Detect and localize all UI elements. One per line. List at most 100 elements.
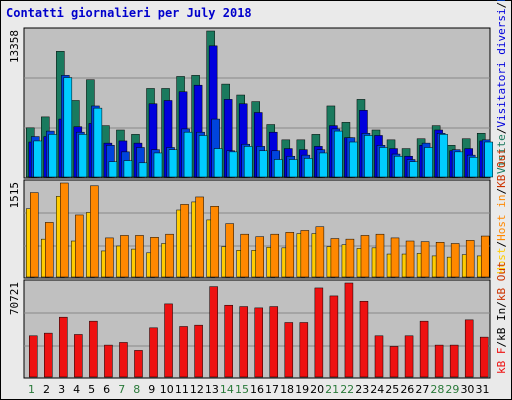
bar-kb-in-18-0 (284, 322, 294, 378)
legend-part: Visitatori diversi (495, 8, 508, 127)
bar-kb-in-8-0 (134, 350, 143, 378)
bar-kb-in-14-0 (224, 304, 233, 378)
bar-pages-files-visits-11-3 (183, 131, 193, 178)
day-label-10: 10 (160, 383, 174, 396)
bar-kb-in-16-0 (254, 307, 263, 378)
bar-kb-in-3-0 (59, 316, 68, 378)
bar-pages-files-visits-25-3 (394, 155, 403, 178)
bar-kb-out-4-1 (75, 214, 84, 278)
bar-pages-files-visits-5-3 (93, 107, 103, 178)
bar-pages-files-visits-24-3 (379, 147, 388, 178)
day-label-20: 20 (310, 383, 324, 396)
ymax-label-kb-out: 1515 (8, 182, 21, 209)
bar-kb-out-2-1 (45, 222, 54, 278)
bar-kb-in-28-0 (434, 344, 444, 378)
legend-part: Pagine (495, 0, 508, 2)
bar-kb-out-3-1 (60, 182, 69, 278)
bar-kb-out-10-1 (165, 233, 174, 278)
legend-part: / (495, 128, 508, 135)
day-label-28: 28 (430, 383, 444, 396)
legend-part: / (495, 2, 508, 9)
bar-kb-out-8-1 (135, 235, 144, 278)
bar-kb-in-23-0 (359, 300, 369, 378)
bar-kb-in-21-0 (329, 295, 339, 378)
bar-kb-out-14-1 (225, 223, 234, 278)
bar-kb-out-15-1 (240, 233, 249, 278)
bar-kb-out-1-1 (30, 192, 39, 278)
day-label-11: 11 (175, 383, 189, 396)
bar-kb-out-18-1 (285, 232, 295, 278)
legend-part: Visite (495, 134, 508, 174)
bar-kb-in-31-0 (479, 336, 489, 378)
day-label-23: 23 (355, 383, 369, 396)
bar-kb-out-11-1 (180, 204, 189, 278)
day-label-26: 26 (400, 383, 414, 396)
ymax-label-kb-in: 70721 (8, 282, 21, 315)
legend-part: kB In (495, 308, 508, 341)
day-label-15: 15 (235, 383, 249, 396)
bar-pages-files-visits-1-3 (33, 140, 43, 178)
bar-kb-in-5-0 (89, 320, 98, 378)
day-label-12: 12 (190, 383, 204, 396)
bar-pages-files-visits-2-3 (48, 134, 58, 178)
bar-pages-files-visits-23-3 (364, 135, 373, 178)
bar-kb-in-6-0 (104, 344, 113, 378)
bar-pages-files-visits-19-3 (304, 158, 313, 178)
bar-kb-out-21-1 (330, 238, 340, 278)
bar-kb-out-16-1 (255, 236, 264, 278)
bar-kb-in-22-0 (344, 282, 354, 378)
bar-pages-files-visits-26-3 (409, 161, 418, 178)
legend-part: / (495, 188, 508, 195)
bar-kb-out-25-1 (390, 237, 400, 278)
bar-kb-out-30-1 (465, 240, 475, 278)
day-label-27: 27 (415, 383, 429, 396)
day-label-30: 30 (460, 383, 474, 396)
day-label-16: 16 (250, 383, 264, 396)
bar-kb-out-22-1 (345, 238, 355, 278)
day-label-1: 1 (28, 383, 35, 396)
bar-pages-files-visits-15-3 (243, 146, 253, 178)
bar-kb-in-30-0 (464, 319, 474, 378)
legend-part: kB Out (495, 261, 508, 301)
day-label-17: 17 (265, 383, 279, 396)
bar-pages-files-visits-17-3 (274, 159, 283, 178)
bar-kb-in-17-0 (269, 306, 279, 378)
legend-part: Host (495, 248, 508, 275)
bar-pages-files-visits-30-3 (469, 157, 478, 178)
bar-pages-files-visits-12-3 (198, 135, 208, 178)
bar-kb-in-13-0 (209, 286, 218, 378)
bar-kb-in-4-0 (74, 334, 83, 378)
bar-kb-out-12-1 (195, 196, 204, 278)
bar-kb-out-13-1 (210, 206, 219, 278)
bar-pages-files-visits-4-3 (78, 134, 88, 178)
ymax-label-pages-files-visits: 13358 (8, 30, 21, 63)
day-label-31: 31 (475, 383, 489, 396)
bar-pages-files-visits-29-3 (454, 151, 463, 178)
bar-kb-out-28-1 (435, 242, 445, 278)
bar-kb-out-23-1 (360, 235, 370, 278)
bar-kb-out-9-1 (150, 237, 159, 278)
day-label-13: 13 (205, 383, 219, 396)
bar-kb-in-29-0 (449, 344, 459, 378)
bar-pages-files-visits-8-3 (138, 162, 148, 178)
bar-pages-files-visits-16-3 (258, 150, 268, 178)
legend-label-kb-in: kB F/kB In/kB Out (495, 261, 508, 374)
legend-part: / (495, 301, 508, 308)
bar-pages-files-visits-6-3 (108, 161, 118, 178)
bar-kb-in-24-0 (374, 335, 384, 378)
bar-kb-in-19-0 (299, 322, 309, 378)
day-label-25: 25 (385, 383, 399, 396)
day-label-6: 6 (103, 383, 110, 396)
bar-kb-out-26-1 (405, 240, 415, 278)
bar-kb-out-27-1 (420, 241, 430, 278)
bar-pages-files-visits-14-3 (228, 151, 238, 178)
bar-kb-out-7-1 (120, 235, 129, 278)
bar-pages-files-visits-20-3 (319, 152, 328, 178)
day-label-7: 7 (118, 383, 125, 396)
bar-kb-in-26-0 (404, 335, 414, 378)
chart-title: Contatti giornalieri per July 2018 (6, 6, 252, 20)
bar-kb-out-20-1 (315, 226, 325, 278)
bar-kb-out-29-1 (450, 243, 460, 278)
bar-pages-files-visits-27-3 (424, 147, 433, 178)
bar-kb-out-17-1 (270, 233, 280, 278)
